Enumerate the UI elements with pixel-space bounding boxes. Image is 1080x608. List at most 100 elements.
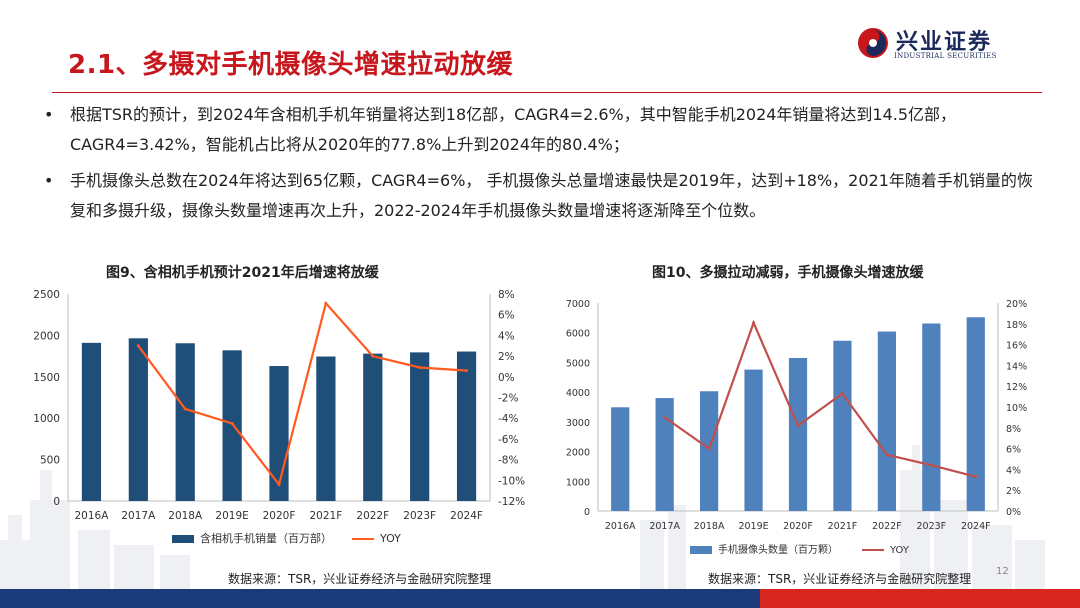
chart-2-left-tick-label: 6000 [566,329,590,340]
bullet-list: • 根据TSR的预计，到2024年含相机手机年销量将达到18亿部，CAGR4=2… [40,100,1040,232]
chart-2-yoy-point [840,391,844,395]
chart-1-right-tick-label: -12% [498,496,525,508]
bullet-dot: • [44,171,54,190]
chart-2-x-tick-label: 2016A [605,521,636,532]
chart-1-x-tick-label: 2022F [356,510,389,522]
chart-1-x-tick-label: 2020F [263,510,296,522]
chart-2-yoy-point [796,424,800,428]
chart-2-x-tick-label: 2017A [649,521,680,532]
chart-2-right-tick-label: 8% [1006,424,1021,435]
chart-2-right-tick-label: 14% [1006,361,1027,372]
chart-2-right-tick-label: 0% [1006,507,1021,518]
brand-emblem-icon [858,28,888,58]
chart-2-x-tick-label: 2024F [961,521,991,532]
chart-2-x-tick-label: 2019E [738,521,768,532]
bullet-dot: • [44,105,54,124]
chart-1-left-tick-label: 2000 [33,330,60,342]
chart-2-yoy-point [929,463,933,467]
page-number: 12 [996,566,1009,577]
bullet-text: 手机摄像头总数在2024年将达到65亿颗，CAGR4=6%， 手机摄像头总量增速… [70,171,1033,220]
chart-2-yoy-point [974,475,978,479]
chart-1-yoy-point [371,354,375,358]
chart-2-right-tick-label: 2% [1006,486,1021,497]
chart-1-right-tick-label: -10% [498,475,525,487]
chart-1-left-tick-label: 0 [53,496,60,508]
chart-1-bar [81,342,102,501]
brand-subtitle: INDUSTRIAL SECURITIES [894,52,997,60]
chart-2-legend-line-label: YOY [889,545,910,556]
chart-2-left-tick-label: 2000 [566,448,590,459]
chart-1-yoy-point [136,344,140,348]
bullet-text: 根据TSR的预计，到2024年含相机手机年销量将达到18亿部，CAGR4=2.6… [70,105,957,154]
chart-2-yoy-point [752,321,756,325]
chart-1-bar [410,352,430,501]
chart-2-right-tick-label: 6% [1006,445,1021,456]
brand-logo: 兴业证券 INDUSTRIAL SECURITIES [856,24,1026,64]
chart-1-x-tick-label: 2017A [121,510,156,522]
chart-1-bar [363,353,383,501]
chart-1-yoy-point [277,482,281,486]
chart-2-right-tick-label: 4% [1006,465,1021,476]
title-divider [52,92,1042,93]
brand-name: 兴业证券 [896,30,993,55]
chart-1-left-tick-label: 1000 [33,413,60,425]
chart-1-right-tick-label: -2% [498,393,518,405]
chart-1-bar [316,356,336,501]
chart-2-bar [922,323,941,511]
chart-2-bar [833,340,852,511]
slide-title: 2.1、多摄对手机摄像头增速拉动放缓 [68,50,514,80]
chart-1-right-tick-label: -6% [498,434,518,446]
chart-1-yoy-line [137,301,467,487]
chart-1-svg: 0 500 1000 1500 2000 2500 -12% -10% -8% -6% -4% -2%… [33,289,525,545]
chart-1-bar [128,338,148,501]
chart-1-right-tick-label: -4% [498,413,518,425]
chart-2-x-tick-label: 2021F [828,521,858,532]
chart-1-x-tick-label: 2023F [403,510,436,522]
chart-1-x-tick-label: 2018A [168,510,203,522]
chart-1-legend-line-label: YOY [379,532,401,545]
chart-1-source: 数据来源：TSR，兴业证券经济与金融研究院整理 [228,572,492,586]
chart-1-yoy-point [183,407,187,411]
chart-2-left-tick-label: 0 [584,507,590,518]
chart-1-right-tick-label: 0% [498,372,515,384]
chart-2-svg: 0 1000 2000 3000 4000 5000 6000 7000 0% 2% 4% 6% 8% 1… [566,299,1027,556]
bullet-item: • 手机摄像头总数在2024年将达到65亿颗，CAGR4=6%， 手机摄像头总量… [40,166,1040,226]
chart-2-bar [655,398,674,511]
chart-1-right-tick-label: 6% [498,310,515,322]
chart-1-bar [456,351,477,501]
chart-1-title: 图9、含相机手机预计2021年后增速将放缓 [106,265,379,281]
chart-2-left-tick-label: 4000 [566,388,590,399]
chart-1-yoy-point [230,421,234,425]
chart-1-x-tick-label: 2021F [310,510,343,522]
chart-2-left-tick-label: 7000 [566,299,590,310]
chart-2-yoy-point [707,447,711,451]
chart-2-title: 图10、多摄拉动减弱，手机摄像头增速放缓 [652,265,924,281]
chart-1-right-tick-label: 8% [498,289,515,301]
chart-2-yoy-line [664,319,977,478]
chart-2-legend-bar-swatch [690,546,712,554]
chart-1-x-tick-label: 2019E [215,510,248,522]
chart-2-x-tick-label: 2023F [917,521,947,532]
chart-2-bar [744,369,763,511]
chart-2-right-tick-label: 20% [1006,299,1027,310]
chart-2-right-tick-label: 12% [1006,382,1027,393]
chart-2-bar [788,357,808,511]
chart-2-bar [877,331,896,511]
bullet-item: • 根据TSR的预计，到2024年含相机手机年销量将达到18亿部，CAGR4=2… [40,100,1040,160]
chart-2-left-tick-label: 5000 [566,358,590,369]
chart-2-x-tick-label: 2022F [872,521,902,532]
chart-1-left-tick-label: 500 [40,455,60,467]
chart-1-x-tick-label: 2024F [450,510,483,522]
chart-1-right-tick-label: 2% [498,351,515,363]
chart-1-x-tick-label: 2016A [74,510,109,522]
chart-1-legend-bar-swatch [172,535,194,543]
chart-1-left-tick-label: 2500 [33,289,60,301]
chart-2-source: 数据来源：TSR，兴业证券经济与金融研究院整理 [708,572,972,586]
chart-2-bar [611,407,630,511]
chart-1-right-tick-label: -8% [498,455,518,467]
chart-1-yoy-point [324,301,328,305]
chart-2-x-tick-label: 2018A [694,521,725,532]
chart-1-legend-bar-label: 含相机手机销量（百万部） [200,531,332,545]
chart-2-left-tick-label: 1000 [566,477,590,488]
